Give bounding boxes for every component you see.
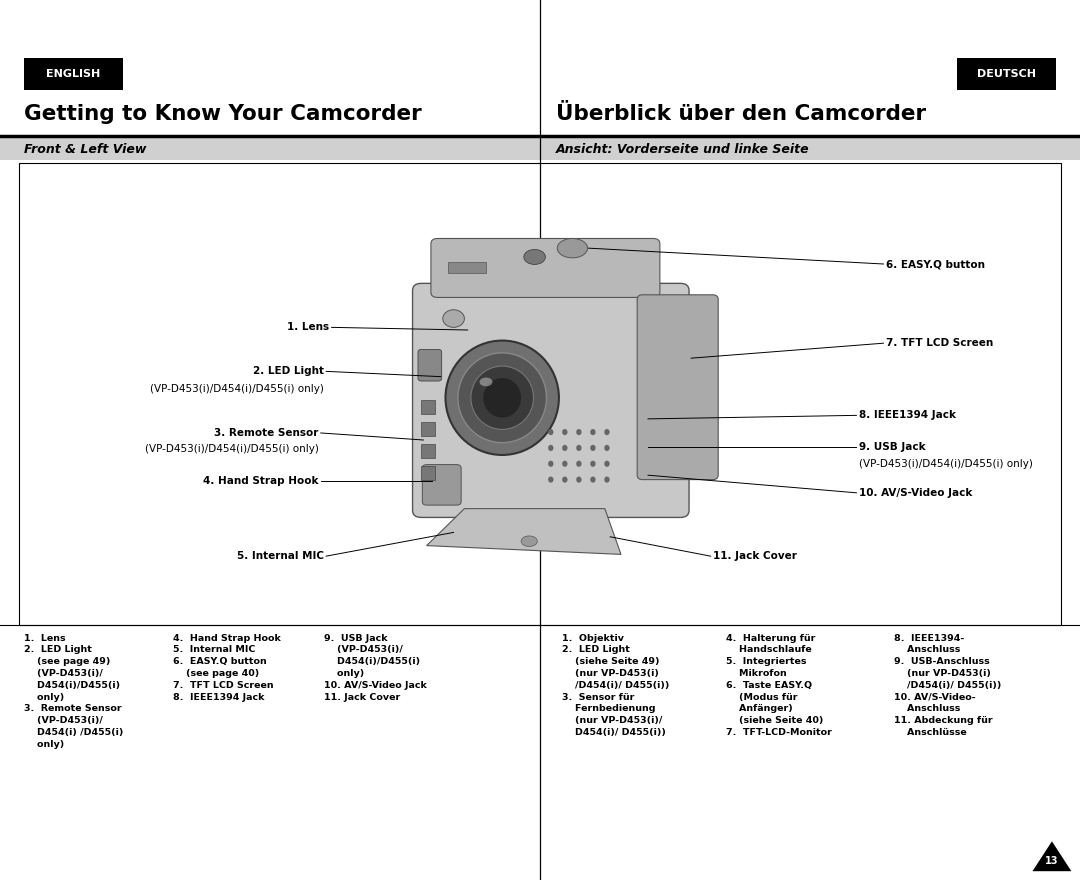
Ellipse shape bbox=[557, 238, 588, 258]
Text: 8. IEEE1394 Jack: 8. IEEE1394 Jack bbox=[859, 410, 956, 421]
Ellipse shape bbox=[458, 353, 546, 443]
Ellipse shape bbox=[577, 476, 582, 482]
Ellipse shape bbox=[524, 250, 545, 264]
Ellipse shape bbox=[443, 310, 464, 327]
Ellipse shape bbox=[562, 476, 568, 482]
Ellipse shape bbox=[522, 536, 538, 546]
Text: 6. EASY.Q button: 6. EASY.Q button bbox=[886, 259, 985, 269]
Ellipse shape bbox=[562, 445, 568, 451]
Text: 13: 13 bbox=[1045, 855, 1058, 866]
Ellipse shape bbox=[548, 429, 554, 435]
Text: 1. Lens: 1. Lens bbox=[287, 322, 329, 333]
FancyBboxPatch shape bbox=[422, 465, 461, 505]
Bar bbox=[19, 163, 1061, 625]
Ellipse shape bbox=[471, 366, 534, 429]
Text: 4. Hand Strap Hook: 4. Hand Strap Hook bbox=[203, 476, 319, 487]
Ellipse shape bbox=[577, 429, 582, 435]
Ellipse shape bbox=[548, 461, 554, 466]
Polygon shape bbox=[1032, 841, 1071, 871]
Text: (VP-D453(i)/D454(i)/D455(i) only): (VP-D453(i)/D454(i)/D455(i) only) bbox=[859, 458, 1032, 469]
Text: (VP-D453(i)/D454(i)/D455(i) only): (VP-D453(i)/D454(i)/D455(i) only) bbox=[145, 444, 319, 454]
Text: 4.  Halterung für
    Handschlaufe
5.  Integriertes
    Mikrofon
6.  Taste EASY.: 4. Halterung für Handschlaufe 5. Integri… bbox=[726, 634, 832, 737]
Text: ENGLISH: ENGLISH bbox=[46, 69, 100, 79]
Text: 8.  IEEE1394-
    Anschluss
9.  USB-Anschluss
    (nur VP-D453(i)
    /D454(i)/ : 8. IEEE1394- Anschluss 9. USB-Anschluss … bbox=[894, 634, 1001, 737]
Ellipse shape bbox=[591, 429, 596, 435]
Bar bbox=[957, 58, 1056, 90]
Bar bbox=[448, 262, 486, 273]
Text: Front & Left View: Front & Left View bbox=[24, 143, 146, 156]
Bar bbox=[421, 400, 435, 414]
Text: 9.  USB Jack
    (VP-D453(i)/
    D454(i)/D455(i)
    only)
10. AV/S-Video Jack
: 9. USB Jack (VP-D453(i)/ D454(i)/D455(i)… bbox=[324, 634, 427, 701]
Bar bbox=[421, 444, 435, 458]
Text: DEUTSCH: DEUTSCH bbox=[977, 69, 1036, 79]
Ellipse shape bbox=[605, 445, 610, 451]
Text: 2. LED Light: 2. LED Light bbox=[253, 366, 324, 377]
Ellipse shape bbox=[480, 378, 492, 386]
Text: 3. Remote Sensor: 3. Remote Sensor bbox=[214, 428, 319, 438]
Ellipse shape bbox=[446, 341, 559, 455]
FancyBboxPatch shape bbox=[418, 349, 442, 381]
FancyBboxPatch shape bbox=[431, 238, 660, 297]
Text: 9. USB Jack: 9. USB Jack bbox=[859, 442, 926, 452]
Ellipse shape bbox=[562, 429, 568, 435]
Text: 4.  Hand Strap Hook
5.  Internal MIC
6.  EASY.Q button
    (see page 40)
7.  TFT: 4. Hand Strap Hook 5. Internal MIC 6. EA… bbox=[173, 634, 281, 701]
Text: Ansicht: Vorderseite und linke Seite: Ansicht: Vorderseite und linke Seite bbox=[556, 143, 810, 156]
Ellipse shape bbox=[605, 476, 610, 482]
Ellipse shape bbox=[591, 461, 596, 466]
Ellipse shape bbox=[605, 429, 610, 435]
Ellipse shape bbox=[562, 461, 568, 466]
Text: (VP-D453(i)/D454(i)/D455(i) only): (VP-D453(i)/D454(i)/D455(i) only) bbox=[150, 384, 324, 394]
Ellipse shape bbox=[548, 476, 554, 482]
Ellipse shape bbox=[577, 461, 582, 466]
Bar bbox=[24, 58, 123, 90]
Polygon shape bbox=[427, 509, 621, 554]
Ellipse shape bbox=[605, 461, 610, 466]
Text: 10. AV/S-Video Jack: 10. AV/S-Video Jack bbox=[859, 488, 972, 498]
FancyBboxPatch shape bbox=[413, 283, 689, 517]
Text: Getting to Know Your Camcorder: Getting to Know Your Camcorder bbox=[24, 105, 421, 124]
Ellipse shape bbox=[577, 445, 582, 451]
Bar bbox=[421, 466, 435, 480]
Bar bbox=[0, 138, 1080, 160]
Text: 11. Jack Cover: 11. Jack Cover bbox=[713, 551, 797, 561]
Ellipse shape bbox=[591, 445, 596, 451]
FancyBboxPatch shape bbox=[637, 295, 718, 480]
Bar bbox=[421, 422, 435, 436]
Text: 5. Internal MIC: 5. Internal MIC bbox=[237, 551, 324, 561]
Text: 1.  Objektiv
2.  LED Light
    (siehe Seite 49)
    (nur VP-D453(i)
    /D454(i): 1. Objektiv 2. LED Light (siehe Seite 49… bbox=[562, 634, 669, 737]
Ellipse shape bbox=[484, 378, 522, 417]
Text: 7. TFT LCD Screen: 7. TFT LCD Screen bbox=[886, 338, 993, 348]
Text: Überblick über den Camcorder: Überblick über den Camcorder bbox=[556, 105, 927, 124]
Ellipse shape bbox=[548, 445, 554, 451]
Ellipse shape bbox=[591, 476, 596, 482]
Text: 1.  Lens
2.  LED Light
    (see page 49)
    (VP-D453(i)/
    D454(i)/D455(i)
  : 1. Lens 2. LED Light (see page 49) (VP-D… bbox=[24, 634, 123, 749]
